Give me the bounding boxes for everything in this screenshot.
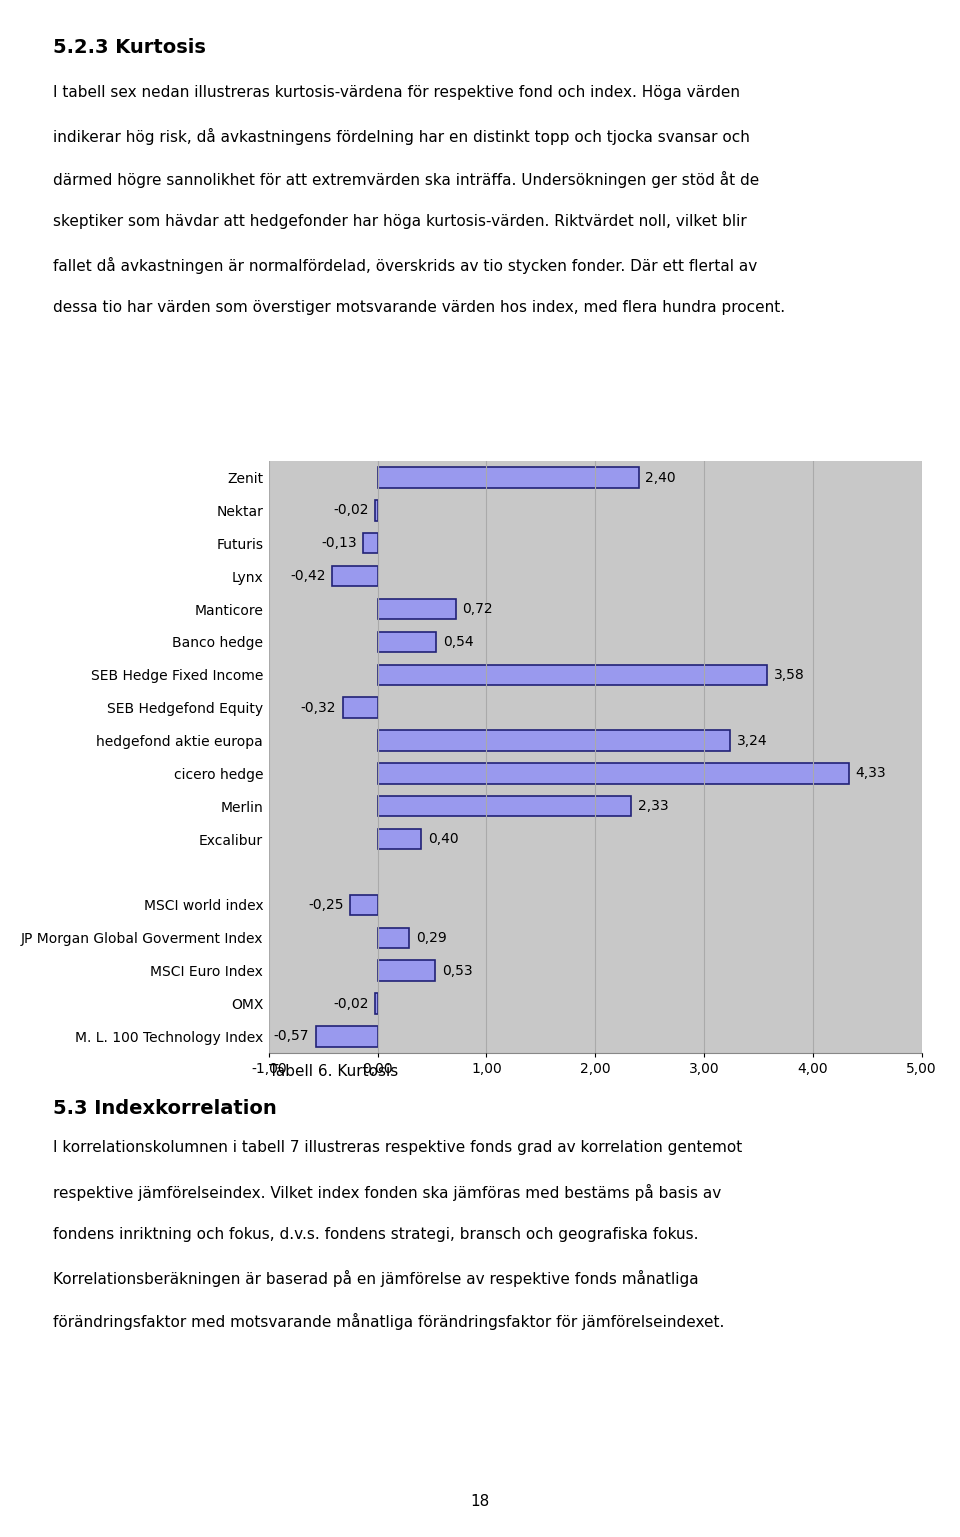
Bar: [377, 928, 409, 948]
Bar: [377, 796, 631, 816]
Text: 0,40: 0,40: [427, 832, 458, 847]
Text: I tabell sex nedan illustreras kurtosis-värdena för respektive fond och index. H: I tabell sex nedan illustreras kurtosis-…: [53, 85, 740, 100]
Bar: [377, 632, 437, 652]
Text: 0,29: 0,29: [416, 931, 446, 945]
Text: -0,57: -0,57: [274, 1030, 309, 1044]
Bar: [375, 500, 377, 521]
Bar: [377, 730, 731, 750]
Text: Tabell 6. Kurtosis: Tabell 6. Kurtosis: [269, 1064, 398, 1079]
Text: -0,32: -0,32: [300, 701, 336, 715]
Bar: [343, 698, 377, 718]
Text: -0,02: -0,02: [333, 504, 369, 518]
Text: fallet då avkastningen är normalfördelad, överskrids av tio stycken fonder. Där : fallet då avkastningen är normalfördelad…: [53, 257, 757, 274]
Text: 3,58: 3,58: [774, 667, 804, 682]
Text: fondens inriktning och fokus, d.v.s. fondens strategi, bransch och geografiska f: fondens inriktning och fokus, d.v.s. fon…: [53, 1227, 698, 1242]
Bar: [332, 566, 377, 586]
Text: dessa tio har värden som överstiger motsvarande värden hos index, med flera hund: dessa tio har värden som överstiger mots…: [53, 300, 785, 315]
Bar: [364, 533, 377, 553]
Text: 2,33: 2,33: [637, 799, 668, 813]
Text: I korrelationskolumnen i tabell 7 illustreras respektive fonds grad av korrelati: I korrelationskolumnen i tabell 7 illust…: [53, 1140, 742, 1156]
Bar: [377, 828, 421, 850]
Text: 5.3 Indexkorrelation: 5.3 Indexkorrelation: [53, 1099, 276, 1117]
Bar: [377, 961, 435, 981]
Text: 5.2.3 Kurtosis: 5.2.3 Kurtosis: [53, 38, 205, 57]
Bar: [377, 467, 638, 487]
Text: 2,40: 2,40: [645, 470, 676, 484]
Bar: [375, 993, 377, 1014]
Text: -0,02: -0,02: [333, 996, 369, 1010]
Text: 4,33: 4,33: [855, 767, 886, 781]
Text: respektive jämförelseindex. Vilket index fonden ska jämföras med bestäms på basi: respektive jämförelseindex. Vilket index…: [53, 1183, 721, 1200]
Text: 0,72: 0,72: [463, 603, 493, 616]
Text: 18: 18: [470, 1494, 490, 1509]
Text: indikerar hög risk, då avkastningens fördelning har en distinkt topp och tjocka : indikerar hög risk, då avkastningens för…: [53, 128, 750, 144]
Text: 0,53: 0,53: [442, 964, 472, 978]
Bar: [350, 895, 377, 915]
Text: -0,25: -0,25: [308, 898, 344, 911]
Text: skeptiker som hävdar att hedgefonder har höga kurtosis-värden. Riktvärdet noll, : skeptiker som hävdar att hedgefonder har…: [53, 214, 747, 229]
Text: Korrelationsberäkningen är baserad på en jämförelse av respektive fonds månatlig: Korrelationsberäkningen är baserad på en…: [53, 1270, 699, 1286]
Text: därmed högre sannolikhet för att extremvärden ska inträffa. Undersökningen ger s: därmed högre sannolikhet för att extremv…: [53, 171, 759, 188]
Text: 0,54: 0,54: [443, 635, 473, 649]
Text: -0,13: -0,13: [322, 536, 357, 550]
Bar: [316, 1027, 377, 1047]
Text: förändringsfaktor med motsvarande månatliga förändringsfaktor för jämförelseinde: förändringsfaktor med motsvarande månatl…: [53, 1313, 724, 1330]
Bar: [377, 664, 767, 686]
Bar: [377, 764, 849, 784]
Bar: [377, 599, 456, 619]
Text: -0,42: -0,42: [290, 569, 325, 583]
Text: 3,24: 3,24: [736, 733, 767, 747]
